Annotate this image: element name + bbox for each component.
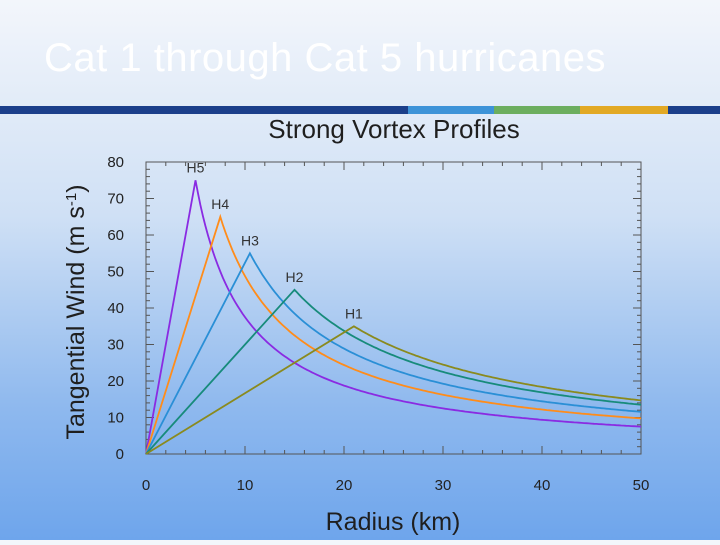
y-tick-label: 20 xyxy=(107,373,124,390)
accent-bar-navy xyxy=(0,106,408,114)
series-label-h4: H4 xyxy=(211,196,229,212)
x-tick-label: 10 xyxy=(237,477,254,494)
series-line-h2 xyxy=(145,288,642,455)
y-tick-label: 10 xyxy=(107,410,124,427)
x-axis-ticks: 0 10 20 30 40 50 xyxy=(142,162,650,494)
series-line-h3 xyxy=(145,251,642,455)
series-labels: H5 H4 H3 H2 H1 xyxy=(187,159,364,321)
x-tick-label: 0 xyxy=(142,477,150,494)
chart-title: Strong Vortex Profiles xyxy=(268,114,519,144)
series-line-h5 xyxy=(145,180,642,455)
vortex-profile-chart: Strong Vortex Profiles 0 10 20 30 40 50 60 70 80… xyxy=(62,114,650,536)
y-tick-label: 0 xyxy=(116,446,124,463)
y-tick-label: 40 xyxy=(107,300,124,317)
y-tick-label: 80 xyxy=(107,154,124,171)
accent-bar-navy-end xyxy=(668,106,720,114)
accent-bar-green xyxy=(494,106,580,114)
y-tick-label: 50 xyxy=(107,264,124,281)
y-axis-label-exponent: -1 xyxy=(63,193,80,206)
y-tick-label: 70 xyxy=(107,191,124,208)
y-axis-ticks: 0 10 20 30 40 50 60 70 80 xyxy=(107,154,641,463)
y-axis-label: Tangential Wind (m s-1) xyxy=(62,184,90,439)
x-tick-label: 30 xyxy=(435,477,452,494)
x-tick-label: 20 xyxy=(336,477,353,494)
series-line-h4 xyxy=(145,213,642,455)
y-tick-label: 30 xyxy=(107,337,124,354)
chart-container: Strong Vortex Profiles 0 10 20 30 40 50 60 70 80… xyxy=(0,110,720,540)
y-tick-label: 60 xyxy=(107,227,124,244)
series-label-h1: H1 xyxy=(345,305,363,321)
y-axis-label-main: Tangential Wind (m s xyxy=(62,206,90,439)
x-tick-label: 50 xyxy=(633,477,650,494)
series-lines xyxy=(145,180,642,455)
accent-bar-gold xyxy=(580,106,668,114)
x-axis-label: Radius (km) xyxy=(326,508,461,536)
series-label-h5: H5 xyxy=(187,159,205,175)
accent-bar xyxy=(0,106,720,114)
x-tick-label: 40 xyxy=(534,477,551,494)
y-axis-label-close: ) xyxy=(62,184,90,192)
series-label-h3: H3 xyxy=(241,232,259,248)
accent-bar-blue xyxy=(408,106,494,114)
series-label-h2: H2 xyxy=(286,269,304,285)
slide-title: Cat 1 through Cat 5 hurricanes xyxy=(44,36,606,80)
series-line-h1 xyxy=(145,325,642,455)
